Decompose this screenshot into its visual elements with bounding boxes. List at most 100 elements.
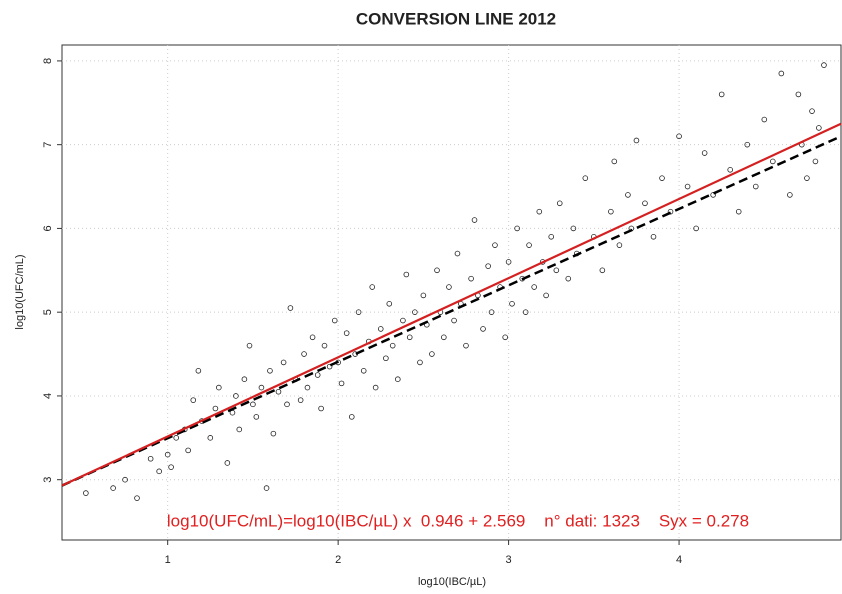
point — [134, 495, 140, 501]
point — [263, 485, 270, 491]
y-tick-label: 6 — [42, 225, 54, 231]
point — [599, 267, 606, 274]
point — [270, 430, 277, 437]
point — [224, 460, 231, 466]
point — [253, 414, 260, 420]
point — [417, 359, 423, 366]
point — [735, 208, 742, 215]
point — [633, 137, 640, 144]
point — [147, 455, 154, 462]
point — [809, 108, 815, 114]
point — [608, 208, 614, 215]
point — [185, 447, 191, 454]
point — [787, 192, 793, 198]
point — [275, 388, 282, 395]
point — [258, 384, 265, 391]
point — [642, 200, 648, 207]
point — [502, 334, 508, 341]
point — [761, 116, 768, 123]
point — [526, 242, 532, 248]
x-axis-label: log10(IBC/µL) — [418, 576, 486, 588]
point — [514, 225, 520, 232]
y-tick-label: 7 — [42, 142, 54, 148]
point — [684, 183, 691, 190]
point — [246, 342, 253, 349]
point — [505, 259, 512, 265]
point — [355, 309, 362, 315]
point — [693, 225, 699, 232]
point — [331, 317, 338, 324]
point — [297, 397, 304, 403]
annotation: log10(UFC/mL)=log10(IBC/µL) x 0.946 + 2.… — [167, 511, 749, 530]
point — [309, 334, 316, 341]
point — [236, 426, 243, 433]
point — [284, 401, 290, 408]
point — [485, 263, 491, 269]
point — [318, 405, 324, 412]
point — [287, 305, 294, 311]
point — [492, 242, 498, 248]
point — [821, 62, 827, 68]
point — [570, 225, 577, 232]
y-axis-label: log10(UFC/mL) — [14, 254, 26, 329]
point — [122, 476, 128, 483]
point — [804, 175, 810, 181]
point — [543, 292, 549, 299]
point — [718, 91, 725, 98]
x-tick-label: 1 — [165, 554, 171, 566]
point — [383, 355, 389, 362]
point — [207, 435, 214, 441]
point — [509, 301, 515, 307]
point — [321, 342, 328, 349]
x-tick-label: 4 — [676, 554, 682, 566]
point — [406, 334, 413, 341]
point — [400, 317, 406, 324]
point — [471, 217, 478, 223]
fit-line — [61, 122, 842, 487]
point — [446, 284, 452, 290]
point — [348, 414, 355, 420]
point — [241, 376, 248, 382]
point — [212, 405, 219, 412]
point — [250, 401, 256, 408]
point — [650, 234, 657, 240]
point — [369, 284, 376, 290]
point — [536, 208, 543, 215]
point — [752, 183, 759, 190]
y-tick-label: 5 — [42, 309, 54, 315]
point — [280, 359, 287, 366]
point — [441, 334, 447, 341]
point — [463, 342, 469, 349]
point — [338, 380, 345, 387]
point — [314, 372, 321, 378]
point — [304, 384, 311, 391]
point — [434, 267, 440, 274]
point — [267, 368, 273, 374]
point — [110, 485, 116, 491]
point — [412, 309, 418, 315]
point — [420, 292, 427, 299]
point — [195, 368, 202, 374]
point — [301, 351, 307, 357]
point — [488, 309, 495, 315]
point — [233, 393, 239, 399]
y-tick-label: 3 — [42, 477, 54, 483]
point — [190, 397, 197, 403]
point — [816, 125, 822, 131]
point — [701, 150, 708, 156]
point — [812, 158, 819, 165]
point — [531, 284, 537, 290]
point — [389, 342, 396, 349]
point — [216, 384, 222, 391]
plot-frame — [61, 44, 842, 541]
point — [548, 234, 555, 240]
point — [156, 468, 162, 475]
point — [770, 158, 776, 165]
point — [778, 70, 785, 77]
x-tick-label: 3 — [506, 554, 512, 566]
point — [454, 250, 461, 257]
y-tick-label: 8 — [42, 58, 54, 64]
point — [565, 275, 572, 282]
point — [403, 271, 410, 278]
point — [468, 275, 474, 282]
